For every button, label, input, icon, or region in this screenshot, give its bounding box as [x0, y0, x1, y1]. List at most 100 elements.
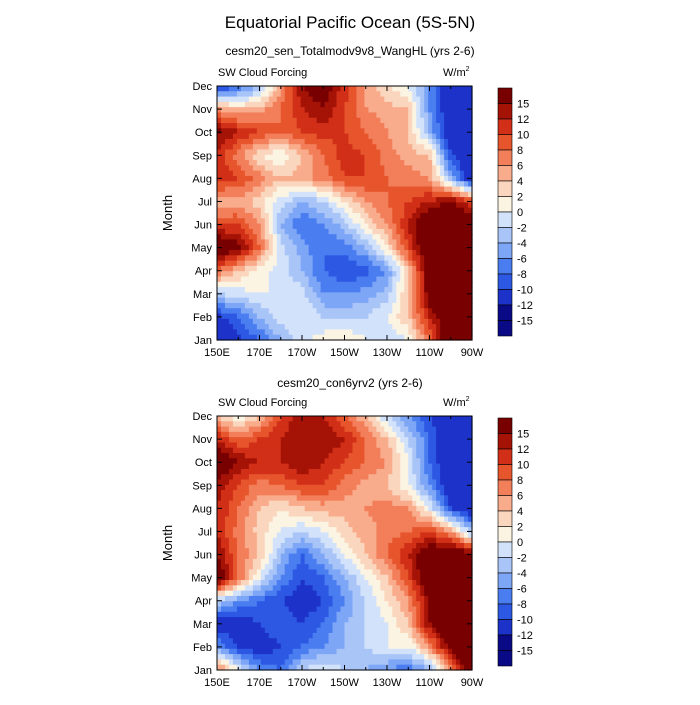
- top-panel-heat-cell: [408, 160, 413, 166]
- bottom-panel-heat-cell: [277, 506, 282, 512]
- top-panel-heat-cell: [444, 229, 449, 235]
- bottom-panel-heat-cell: [297, 453, 302, 459]
- top-panel-heat-cell: [257, 261, 262, 267]
- top-panel-heat-cell: [229, 245, 234, 251]
- top-panel-heat-cell: [444, 86, 449, 92]
- bottom-panel-heat-cell: [404, 527, 409, 533]
- top-panel-heat-cell: [432, 155, 437, 161]
- top-panel-heat-cell: [217, 213, 222, 219]
- bottom-panel-heat-cell: [317, 527, 322, 533]
- top-panel-heat-cell: [440, 118, 445, 124]
- top-panel-heat-cell: [233, 86, 238, 92]
- bottom-panel-heat-cell: [424, 421, 429, 427]
- top-panel-heat-cell: [400, 197, 405, 203]
- top-panel-heat-cell: [281, 176, 286, 182]
- bottom-panel-heat-cell: [241, 437, 246, 443]
- bottom-panel-heat-cell: [249, 480, 254, 486]
- top-panel-heat-cell: [233, 187, 238, 193]
- top-panel-heat-cell: [404, 165, 409, 171]
- top-panel-colorbar-label: 4: [517, 176, 523, 188]
- bottom-panel-heat-cell: [416, 495, 421, 501]
- top-panel-heat-cell: [293, 165, 298, 171]
- top-panel-heat-cell: [233, 234, 238, 240]
- top-panel-heat-cell: [333, 298, 338, 304]
- top-panel-heat-cell: [253, 165, 258, 171]
- top-panel-heat-cell: [341, 192, 346, 198]
- top-panel-heat-cell: [245, 277, 250, 283]
- top-panel-heat-cell: [217, 107, 222, 113]
- bottom-panel-heat-cell: [388, 448, 393, 454]
- top-panel-heat-cell: [285, 287, 290, 293]
- top-panel-heat-cell: [388, 202, 393, 208]
- top-panel-heat-cell: [225, 308, 230, 314]
- bottom-panel-heat-cell: [400, 554, 405, 560]
- top-panel-heat-cell: [285, 181, 290, 187]
- top-panel-heat-cell: [364, 165, 369, 171]
- top-panel-x-tick-label: 150E: [204, 347, 230, 359]
- top-panel-heat-cell: [333, 139, 338, 145]
- bottom-panel-heat-cell: [452, 511, 457, 517]
- bottom-panel-heat-cell: [376, 559, 381, 565]
- top-panel-heat-cell: [325, 97, 330, 103]
- bottom-panel-heat-cell: [456, 554, 461, 560]
- top-panel-heat-cell: [341, 266, 346, 272]
- bottom-panel-heat-cell: [337, 421, 342, 427]
- top-panel-heat-cell: [261, 255, 266, 261]
- top-panel-heat-cell: [360, 160, 365, 166]
- bottom-panel-heat-cell: [269, 554, 274, 560]
- bottom-panel-heat-cell: [404, 421, 409, 427]
- top-panel-heat-cell: [233, 271, 238, 277]
- top-panel-heat-cell: [388, 139, 393, 145]
- bottom-panel-heat-cell: [293, 448, 298, 454]
- top-panel-heat-cell: [313, 118, 318, 124]
- top-panel-heat-cell: [281, 329, 286, 335]
- top-panel-heat-cell: [217, 218, 222, 224]
- bottom-panel-heat-cell: [337, 506, 342, 512]
- top-panel-heat-cell: [237, 255, 242, 261]
- top-panel-heat-cell: [245, 298, 250, 304]
- top-panel-heat-cell: [440, 102, 445, 108]
- top-panel-heat-cell: [337, 128, 342, 134]
- top-panel-heat-cell: [396, 314, 401, 320]
- bottom-panel-heat-cell: [325, 490, 330, 496]
- bottom-panel-heat-cell: [436, 469, 441, 475]
- bottom-panel-heat-cell: [384, 442, 389, 448]
- top-panel-heat-cell: [348, 118, 353, 124]
- bottom-panel-heat-cell: [237, 538, 242, 544]
- bottom-panel-heat-cell: [325, 448, 330, 454]
- top-panel-heat-cell: [293, 128, 298, 134]
- bottom-panel-heat-cell: [432, 480, 437, 486]
- top-panel-heat-cell: [305, 282, 310, 288]
- bottom-panel-heat-cell: [265, 485, 270, 491]
- top-panel-heat-cell: [376, 324, 381, 330]
- top-panel-heat-cell: [376, 329, 381, 335]
- top-panel-heat-cell: [221, 123, 226, 129]
- top-panel-heat-cell: [408, 208, 413, 214]
- top-panel-heat-cell: [277, 234, 282, 240]
- bottom-panel-heat-cell: [297, 532, 302, 538]
- top-panel-heat-cell: [225, 239, 230, 245]
- top-panel-heat-cell: [356, 187, 361, 193]
- top-panel-heat-cell: [432, 86, 437, 92]
- top-panel-heat-cell: [285, 165, 290, 171]
- top-panel-heat-cell: [237, 176, 242, 182]
- top-panel-heat-cell: [281, 102, 286, 108]
- top-panel-heat-cell: [249, 229, 254, 235]
- top-panel-heat-cell: [436, 234, 441, 240]
- top-panel-colorbar-label: -8: [517, 269, 527, 281]
- bottom-panel-heat-cell: [261, 453, 266, 459]
- bottom-panel-heat-cell: [360, 427, 365, 433]
- bottom-panel-heat-cell: [380, 432, 385, 438]
- bottom-panel-heat-cell: [289, 464, 294, 470]
- top-panel-heat-cell: [376, 224, 381, 230]
- bottom-panel-heat-cell: [317, 522, 322, 528]
- bottom-panel-heat-cell: [269, 416, 274, 422]
- bottom-panel-heat-cell: [321, 543, 326, 549]
- bottom-panel-heat-cell: [416, 543, 421, 549]
- bottom-panel-heat-cell: [404, 538, 409, 544]
- top-panel-heat-cell: [297, 213, 302, 219]
- top-panel-heat-cell: [452, 97, 457, 103]
- top-panel-heat-cell: [452, 303, 457, 309]
- bottom-panel-heat-cell: [404, 548, 409, 554]
- top-panel-heat-cell: [440, 245, 445, 251]
